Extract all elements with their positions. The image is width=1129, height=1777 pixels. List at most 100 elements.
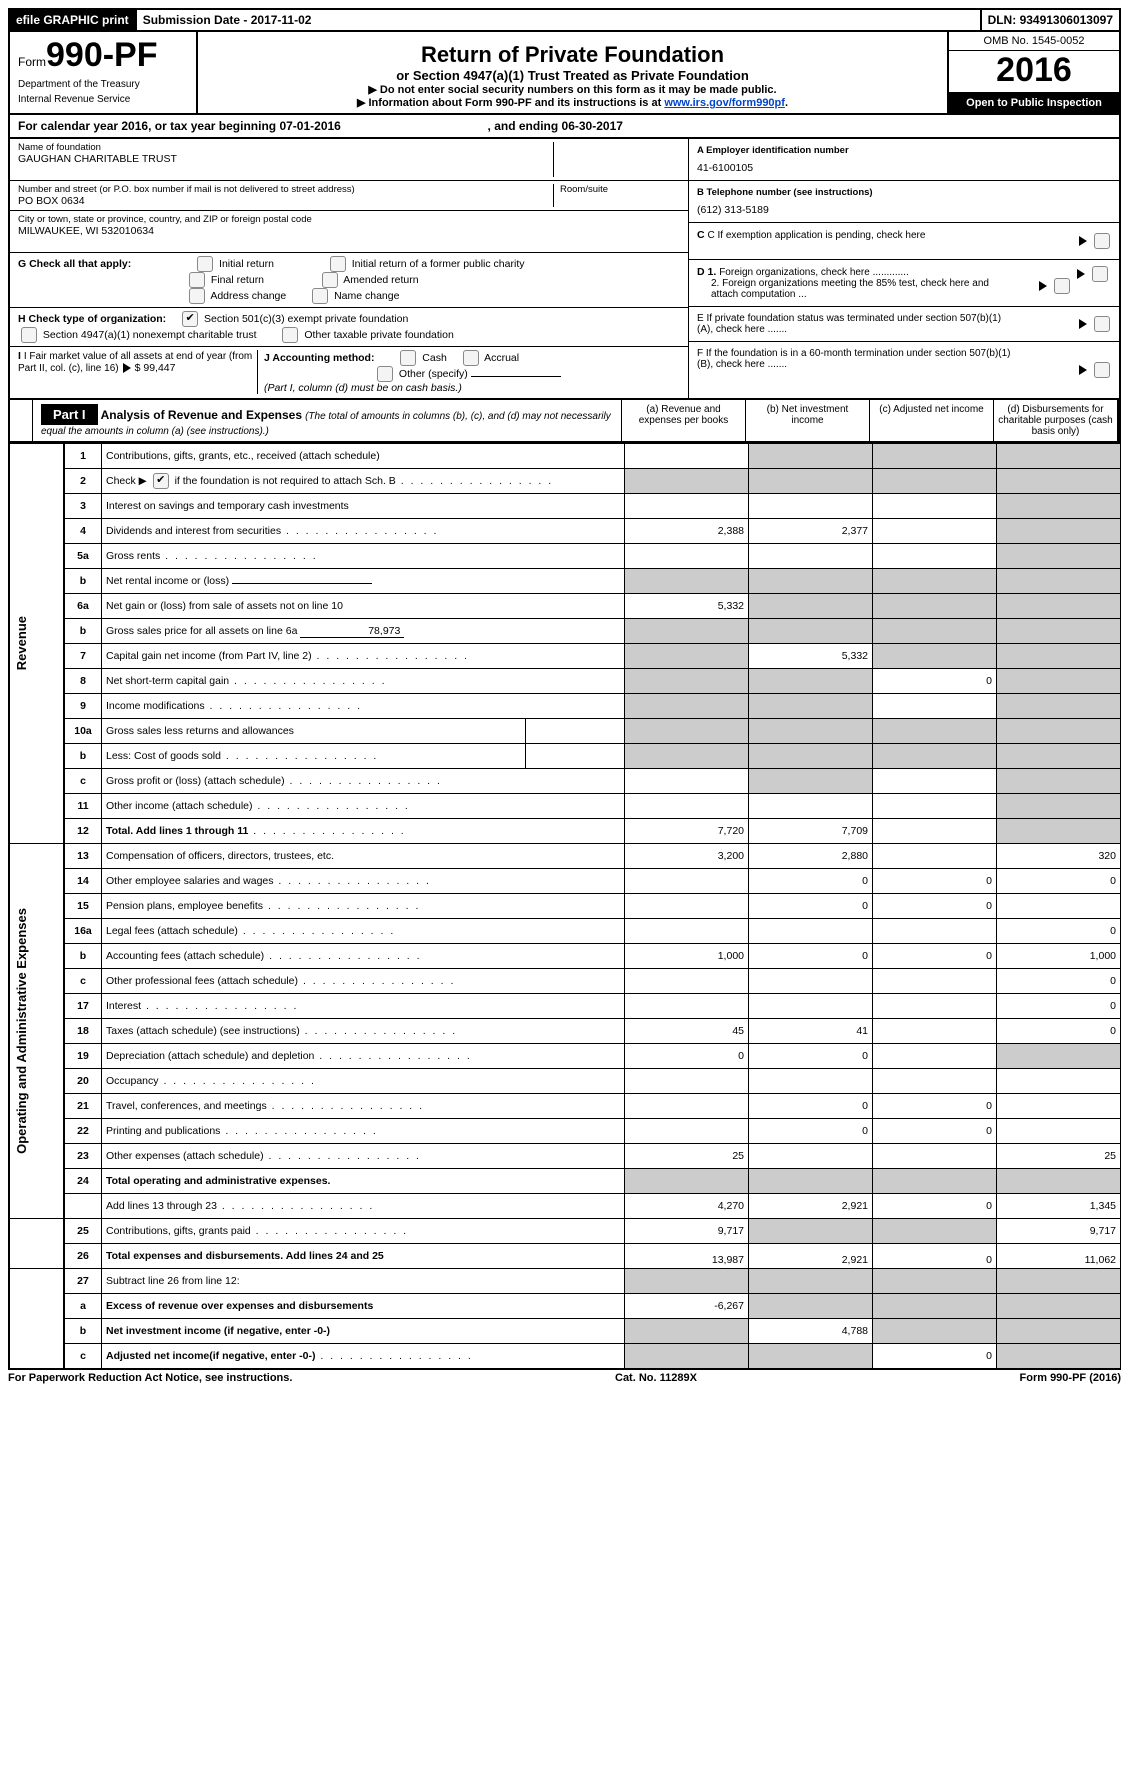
col-a-header: (a) Revenue and expenses per books [621, 400, 745, 441]
line-16a: 16aLegal fees (attach schedule)0 [9, 919, 1121, 944]
section-J: J Accounting method: Cash Accrual Other … [258, 350, 680, 394]
ein-value: 41-6100105 [697, 162, 1111, 174]
line-21: 21Travel, conferences, and meetings00 [9, 1094, 1121, 1119]
room-label: Room/suite [560, 184, 680, 195]
info-link-line: ▶ Information about Form 990-PF and its … [202, 96, 943, 109]
arrow-icon [1079, 319, 1087, 329]
page-footer: For Paperwork Reduction Act Notice, see … [8, 1369, 1121, 1386]
line-16c: cOther professional fees (attach schedul… [9, 969, 1121, 994]
checkbox-status-terminated[interactable] [1094, 316, 1110, 332]
checkbox-initial-former[interactable] [330, 256, 346, 272]
line-5a: 5aGross rents [9, 544, 1121, 569]
instructions-link[interactable]: www.irs.gov/form990pf [664, 97, 785, 109]
phone-label: B Telephone number (see instructions) [697, 187, 873, 198]
top-bar: efile GRAPHIC print Submission Date - 20… [8, 8, 1121, 32]
checkbox-other-taxable[interactable] [282, 327, 298, 343]
form-subtitle: or Section 4947(a)(1) Trust Treated as P… [202, 68, 943, 83]
line-10a: 10aGross sales less returns and allowanc… [9, 719, 1121, 744]
ein-label: A Employer identification number [697, 145, 849, 156]
line-23: 23Other expenses (attach schedule)2525 [9, 1144, 1121, 1169]
line-13: Operating and Administrative Expenses 13… [9, 844, 1121, 869]
paperwork-notice: For Paperwork Reduction Act Notice, see … [8, 1372, 292, 1384]
checkbox-sch-b[interactable] [153, 473, 169, 489]
city-state-zip: MILWAUKEE, WI 532010634 [18, 225, 680, 237]
line-26: 26Total expenses and disbursements. Add … [9, 1244, 1121, 1269]
line-1: Revenue 1Contributions, gifts, grants, e… [9, 444, 1121, 469]
section-I: I I Fair market value of all assets at e… [18, 350, 258, 394]
address-label: Number and street (or P.O. box number if… [18, 184, 553, 195]
submission-date: Submission Date - 2017-11-02 [135, 10, 980, 30]
arrow-icon [1079, 365, 1087, 375]
line-22: 22Printing and publications00 [9, 1119, 1121, 1144]
col-d-header: (d) Disbursements for charitable purpose… [993, 400, 1119, 441]
line-17: 17Interest0 [9, 994, 1121, 1019]
line-6a: 6aNet gain or (loss) from sale of assets… [9, 594, 1121, 619]
tax-year: 2016 [949, 51, 1119, 93]
form-header: Form990-PF Department of the Treasury In… [8, 32, 1121, 115]
line-16b: bAccounting fees (attach schedule)1,0000… [9, 944, 1121, 969]
line-27a: aExcess of revenue over expenses and dis… [9, 1294, 1121, 1319]
checkbox-address-change[interactable] [189, 288, 205, 304]
arrow-icon [123, 363, 131, 373]
open-inspection: Open to Public Inspection [949, 93, 1119, 113]
line-18: 18Taxes (attach schedule) (see instructi… [9, 1019, 1121, 1044]
dln: DLN: 93491306013097 [980, 10, 1119, 30]
section-D: D 1. Foreign organizations, check here .… [689, 260, 1119, 307]
form-ref: Form 990-PF (2016) [1020, 1372, 1122, 1384]
checkbox-amended-return[interactable] [322, 272, 338, 288]
line-15: 15Pension plans, employee benefits00 [9, 894, 1121, 919]
checkbox-accrual[interactable] [463, 350, 479, 366]
line-10c: cGross profit or (loss) (attach schedule… [9, 769, 1121, 794]
line-24: 24Total operating and administrative exp… [9, 1169, 1121, 1194]
phone-value: (612) 313-5189 [697, 204, 1111, 216]
line-7: 7Capital gain net income (from Part IV, … [9, 644, 1121, 669]
checkbox-501c3[interactable] [182, 311, 198, 327]
col-b-header: (b) Net investment income [745, 400, 869, 441]
checkbox-name-change[interactable] [312, 288, 328, 304]
arrow-icon [1079, 236, 1087, 246]
form-number: Form990-PF [18, 36, 188, 75]
name-label: Name of foundation [18, 142, 553, 153]
line-6b: bGross sales price for all assets on lin… [9, 619, 1121, 644]
arrow-icon [1039, 281, 1047, 291]
line-5b: bNet rental income or (loss) [9, 569, 1121, 594]
city-label: City or town, state or province, country… [18, 214, 680, 225]
line-2: 2Check ▶ if the foundation is not requir… [9, 469, 1121, 494]
identity-block: Name of foundation GAUGHAN CHARITABLE TR… [8, 139, 1121, 400]
line-11: 11Other income (attach schedule) [9, 794, 1121, 819]
line-27c: cAdjusted net income(if negative, enter … [9, 1344, 1121, 1369]
checkbox-cash[interactable] [400, 350, 416, 366]
catalog-number: Cat. No. 11289X [615, 1372, 697, 1384]
line-24sum: Add lines 13 through 234,2702,92101,345 [9, 1194, 1121, 1219]
efile-tag: efile GRAPHIC print [10, 10, 135, 30]
line-9: 9Income modifications [9, 694, 1121, 719]
section-H: H Check type of organization: Section 50… [10, 308, 688, 347]
checkbox-initial-return[interactable] [197, 256, 213, 272]
checkbox-4947a1[interactable] [21, 327, 37, 343]
calendar-year-row: For calendar year 2016, or tax year begi… [8, 115, 1121, 139]
checkbox-foreign-org[interactable] [1092, 266, 1108, 282]
expenses-side-label: Operating and Administrative Expenses [14, 908, 29, 1154]
line-20: 20Occupancy [9, 1069, 1121, 1094]
line-12: 12Total. Add lines 1 through 117,7207,70… [9, 819, 1121, 844]
part1-tag: Part I [41, 404, 98, 425]
checkbox-60month[interactable] [1094, 362, 1110, 378]
checkbox-other-method[interactable] [377, 366, 393, 382]
line-3: 3Interest on savings and temporary cash … [9, 494, 1121, 519]
foundation-name: GAUGHAN CHARITABLE TRUST [18, 153, 553, 165]
col-c-header: (c) Adjusted net income [869, 400, 993, 441]
revenue-side-label: Revenue [14, 616, 29, 670]
line-27: 27Subtract line 26 from line 12: [9, 1269, 1121, 1294]
dept-treasury: Department of the Treasury [18, 79, 188, 90]
ssn-warning: ▶ Do not enter social security numbers o… [202, 83, 943, 96]
checkbox-85pct-test[interactable] [1054, 278, 1070, 294]
section-C: C C If exemption application is pending,… [689, 223, 1119, 260]
address: PO BOX 0634 [18, 195, 553, 207]
part1-header: Part I Analysis of Revenue and Expenses … [8, 400, 1121, 443]
dept-irs: Internal Revenue Service [18, 94, 188, 105]
section-E: E If private foundation status was termi… [689, 307, 1119, 342]
line-10b: bLess: Cost of goods sold [9, 744, 1121, 769]
checkbox-exemption-pending[interactable] [1094, 233, 1110, 249]
section-G: G Check all that apply: Initial return I… [10, 253, 688, 308]
checkbox-final-return[interactable] [189, 272, 205, 288]
